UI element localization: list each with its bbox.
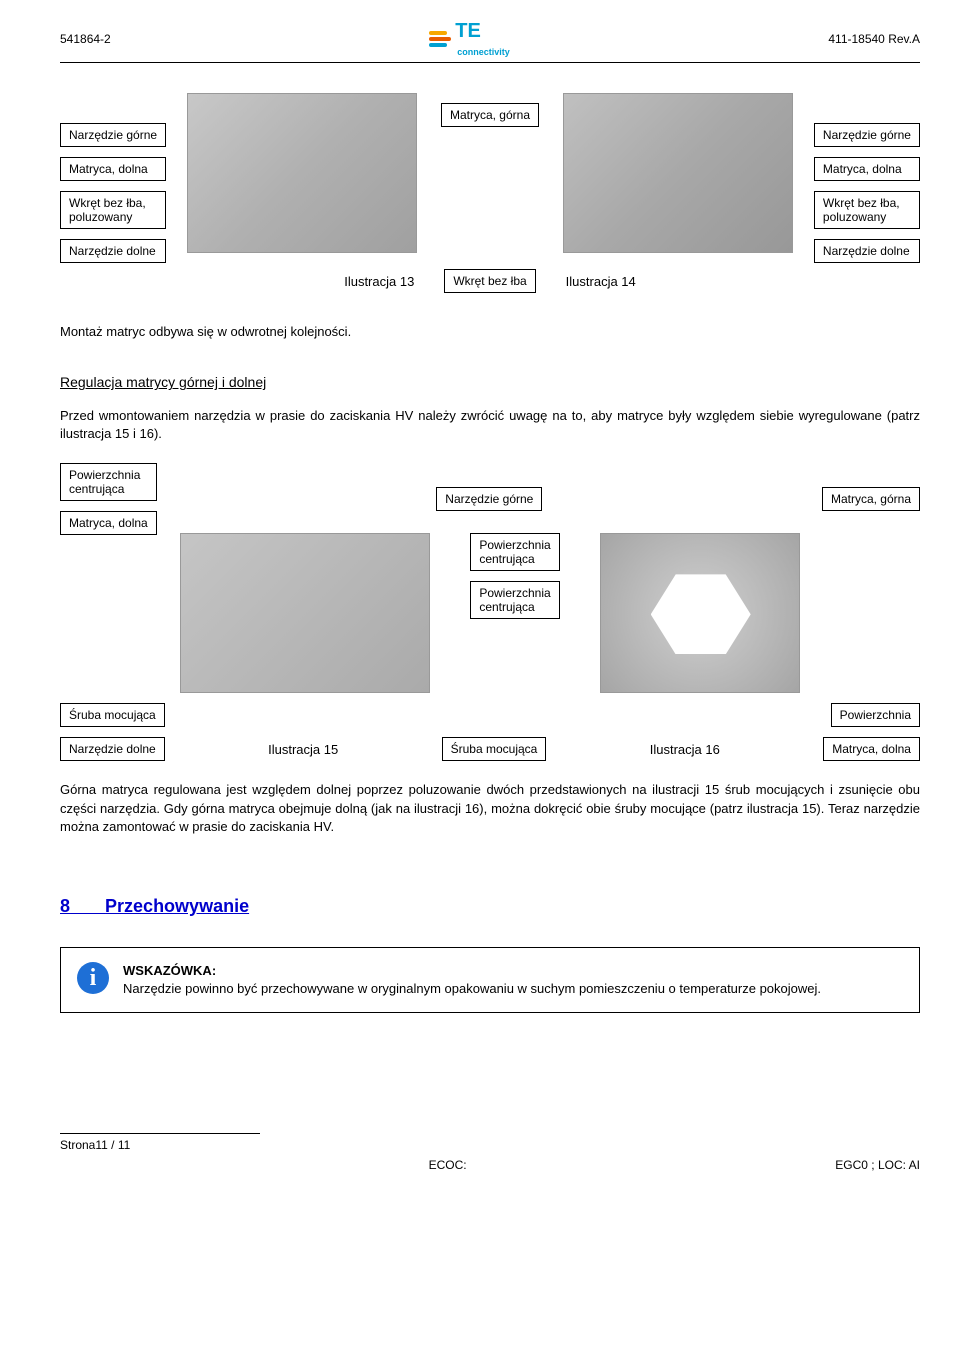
footer-ecoc: ECOC: bbox=[429, 1158, 467, 1172]
para-gorna-matryca: Górna matryca regulowana jest względem d… bbox=[60, 781, 920, 836]
para-montaz: Montaż matryc odbywa się w odwrotnej kol… bbox=[60, 323, 920, 341]
label-pow-centr-3: Powierzchnia centrująca bbox=[470, 581, 559, 619]
header-left: 541864-2 bbox=[60, 32, 111, 46]
label-matryca-dolna-15: Matryca, dolna bbox=[60, 511, 157, 535]
label-pow-centr-1: Powierzchnia centrująca bbox=[60, 463, 157, 501]
label-narz-dolne-15: Narzędzie dolne bbox=[60, 737, 165, 761]
caption-ilustracja-15: Ilustracja 15 bbox=[268, 742, 338, 757]
section-8-num: 8 bbox=[60, 896, 70, 916]
note-label: WSKAZÓWKA: bbox=[123, 963, 216, 978]
label-narz-dolne-l: Narzędzie dolne bbox=[60, 239, 166, 263]
para-regulacja: Przed wmontowaniem narzędzia w prasie do… bbox=[60, 407, 920, 443]
logo-te-text: TE bbox=[455, 20, 481, 42]
label-matryca-gorna: Matryca, górna bbox=[441, 103, 539, 127]
caption-ilustracja-16: Ilustracja 16 bbox=[650, 742, 720, 757]
footer-line bbox=[60, 1133, 260, 1134]
label-narz-gorne-l: Narzędzie górne bbox=[60, 123, 166, 147]
page-footer: Strona11 / 11 ECOC: EGC0 ; LOC: AI bbox=[60, 1133, 920, 1172]
hex-hole-icon bbox=[651, 574, 751, 654]
label-wkret-pol-r: Wkręt bez łba, poluzowany bbox=[814, 191, 920, 229]
label-matryca-gorna-16: Matryca, górna bbox=[822, 487, 920, 511]
label-wkret-bez-lba: Wkręt bez łba bbox=[444, 269, 535, 293]
illustration-15-image bbox=[180, 533, 430, 693]
fig13-left-labels: Narzędzie górne Matryca, dolna Wkręt bez… bbox=[60, 123, 166, 263]
note-body: Narzędzie powinno być przechowywane w or… bbox=[123, 981, 821, 996]
illustration-16-image bbox=[600, 533, 800, 693]
section-8-title: Przechowywanie bbox=[105, 896, 249, 916]
footer-egc: EGC0 ; LOC: AI bbox=[835, 1158, 920, 1172]
caption-ilustracja-14: Ilustracja 14 bbox=[566, 274, 636, 289]
note-box: i WSKAZÓWKA: Narzędzie powinno być przec… bbox=[60, 947, 920, 1013]
section-8-heading: 8 Przechowywanie bbox=[60, 896, 920, 917]
label-wkret-pol-l: Wkręt bez łba, poluzowany bbox=[60, 191, 166, 229]
footer-page: Strona11 / 11 bbox=[60, 1138, 920, 1152]
page-header: 541864-2 TE connectivity 411-18540 Rev.A bbox=[60, 20, 920, 63]
info-icon: i bbox=[77, 962, 109, 994]
figure-15-16-block: Powierzchnia centrująca Matryca, dolna N… bbox=[60, 463, 920, 761]
logo-conn-text: connectivity bbox=[457, 47, 510, 57]
label-matryca-dolna-r: Matryca, dolna bbox=[814, 157, 920, 181]
fig13-14-center: Matryca, górna Ilustracja 13 Wkręt bez ł… bbox=[177, 93, 803, 293]
figure-13-14-block: Narzędzie górne Matryca, dolna Wkręt bez… bbox=[60, 93, 920, 293]
label-matryca-dolna-16: Matryca, dolna bbox=[823, 737, 920, 761]
caption-ilustracja-13: Ilustracja 13 bbox=[344, 274, 414, 289]
label-narz-dolne-r: Narzędzie dolne bbox=[814, 239, 920, 263]
label-narz-gorne-r: Narzędzie górne bbox=[814, 123, 920, 147]
label-powierzchnia-r: Powierzchnia bbox=[831, 703, 920, 727]
logo-bars-icon bbox=[429, 31, 451, 47]
illustration-14-image bbox=[563, 93, 793, 253]
label-pow-centr-2: Powierzchnia centrująca bbox=[470, 533, 559, 571]
header-right: 411-18540 Rev.A bbox=[828, 32, 920, 46]
body-text-block: Montaż matryc odbywa się w odwrotnej kol… bbox=[60, 323, 920, 443]
label-narz-gorne-15: Narzędzie górne bbox=[436, 487, 542, 511]
te-logo: TE connectivity bbox=[429, 20, 510, 58]
note-text: WSKAZÓWKA: Narzędzie powinno być przecho… bbox=[123, 962, 821, 998]
heading-regulacja: Regulacja matrycy górnej i dolnej bbox=[60, 373, 920, 393]
label-sruba-2: Śruba mocująca bbox=[442, 737, 547, 761]
label-sruba-1: Śruba mocująca bbox=[60, 703, 165, 727]
illustration-13-image bbox=[187, 93, 417, 253]
body-text-block-2: Górna matryca regulowana jest względem d… bbox=[60, 781, 920, 836]
fig14-right-labels: Narzędzie górne Matryca, dolna Wkręt bez… bbox=[814, 123, 920, 263]
label-matryca-dolna-l: Matryca, dolna bbox=[60, 157, 166, 181]
